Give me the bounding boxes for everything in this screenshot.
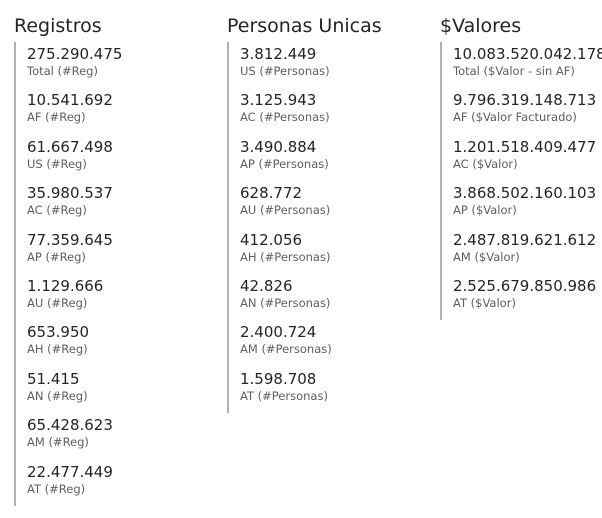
valores-card[interactable]: $Valores 10.083.520.042.178 Total ($Valor… bbox=[440, 14, 602, 321]
kpi-label: US (#Personas) bbox=[240, 64, 330, 78]
kpi-row: 3.868.502.160.103 AP ($Valor) bbox=[453, 181, 602, 227]
kpi-label: US (#Reg) bbox=[27, 156, 87, 171]
kpi-value: 628.772 bbox=[240, 184, 303, 203]
kpi-value: 3.490.884 bbox=[240, 137, 317, 156]
kpi-value: 10.541.692 bbox=[27, 91, 113, 110]
kpi-label: AN (#Reg) bbox=[27, 388, 88, 403]
personas-unicas-list: 3.812.449 US (#Personas) 3.125.943 AC (#Pe… bbox=[227, 42, 382, 414]
kpi-row: 51.415 AN (#Reg) bbox=[27, 367, 122, 413]
kpi-label: AF (#Reg) bbox=[27, 110, 86, 125]
kpi-label: AM (#Reg) bbox=[27, 435, 89, 450]
kpi-value: 1.598.708 bbox=[240, 369, 317, 388]
kpi-label: AP (#Personas) bbox=[240, 156, 329, 171]
kpi-row: 2.487.819.621.612 AM ($Valor) bbox=[453, 228, 602, 274]
kpi-row: 10.083.520.042.178 Total ($Valor - sin AF… bbox=[453, 42, 602, 88]
kpi-label: AT (#Personas) bbox=[240, 388, 328, 403]
kpi-label: AC (#Reg) bbox=[27, 203, 87, 218]
kpi-value: 2.400.724 bbox=[240, 323, 317, 342]
kpi-row: 3.125.943 AC (#Personas) bbox=[240, 88, 382, 134]
kpi-value: 3.868.502.160.103 bbox=[453, 184, 597, 203]
kpi-row: 3.812.449 US (#Personas) bbox=[240, 42, 382, 88]
kpi-value: 1.201.518.409.477 bbox=[453, 137, 597, 156]
kpi-row: 1.129.666 AU (#Reg) bbox=[27, 274, 122, 320]
kpi-value: 42.826 bbox=[240, 276, 293, 295]
kpi-row: 65.428.623 AM (#Reg) bbox=[27, 413, 122, 459]
kpi-row: 1.201.518.409.477 AC ($Valor) bbox=[453, 135, 602, 181]
kpi-row: 412.056 AH (#Personas) bbox=[240, 228, 382, 274]
kpi-row: 653.950 AH (#Reg) bbox=[27, 320, 122, 366]
kpi-row: 275.290.475 Total (#Reg) bbox=[27, 42, 122, 88]
registros-title: Registros bbox=[14, 15, 102, 37]
kpi-value: 2.525.679.850.986 bbox=[453, 276, 597, 295]
kpi-row: 42.826 AN (#Personas) bbox=[240, 274, 382, 320]
registros-list: 275.290.475 Total (#Reg) 10.541.692 AF (#R… bbox=[14, 42, 122, 506]
kpi-value: 275.290.475 bbox=[27, 45, 123, 63]
kpi-label: AT ($Valor) bbox=[453, 295, 516, 310]
kpi-label: AH (#Reg) bbox=[27, 342, 88, 357]
kpi-value: 77.359.645 bbox=[27, 230, 113, 249]
kpi-value: 3.125.943 bbox=[240, 91, 317, 110]
valores-title: $Valores bbox=[440, 15, 522, 37]
kpi-value: 2.487.819.621.612 bbox=[453, 230, 597, 249]
kpi-label: AF ($Valor Facturado) bbox=[453, 110, 577, 125]
kpi-value: 61.667.498 bbox=[27, 137, 113, 156]
kpi-row: 9.796.319.148.713 AF ($Valor Facturado) bbox=[453, 88, 602, 134]
kpi-row: 1.598.708 AT (#Personas) bbox=[240, 367, 382, 413]
kpi-value: 653.950 bbox=[27, 323, 90, 342]
kpi-label: AC (#Personas) bbox=[240, 110, 330, 125]
kpi-label: AT (#Reg) bbox=[27, 481, 86, 496]
kpi-row: 2.525.679.850.986 AT ($Valor) bbox=[453, 274, 602, 320]
kpi-label: AU (#Personas) bbox=[240, 203, 331, 218]
kpi-label: Total ($Valor - sin AF) bbox=[453, 64, 575, 78]
personas-unicas-title: Personas Unicas bbox=[227, 15, 382, 37]
kpi-value: 22.477.449 bbox=[27, 462, 113, 481]
kpi-row: 3.490.884 AP (#Personas) bbox=[240, 135, 382, 181]
kpi-value: 412.056 bbox=[240, 230, 303, 249]
kpi-label: AP (#Reg) bbox=[27, 249, 86, 264]
kpi-value: 3.812.449 bbox=[240, 45, 317, 63]
kpi-row: 10.541.692 AF (#Reg) bbox=[27, 88, 122, 134]
kpi-value: 10.083.520.042.178 bbox=[453, 45, 602, 63]
valores-list: 10.083.520.042.178 Total ($Valor - sin AF… bbox=[440, 42, 602, 321]
kpi-row: 628.772 AU (#Personas) bbox=[240, 181, 382, 227]
kpi-label: AH (#Personas) bbox=[240, 249, 331, 264]
kpi-label: AU (#Reg) bbox=[27, 295, 88, 310]
kpi-label: AM (#Personas) bbox=[240, 342, 332, 357]
kpi-label: AM ($Valor) bbox=[453, 249, 520, 264]
kpi-row: 22.477.449 AT (#Reg) bbox=[27, 460, 122, 506]
kpi-row: 61.667.498 US (#Reg) bbox=[27, 135, 122, 181]
kpi-label: AC ($Valor) bbox=[453, 156, 518, 171]
kpi-row: 35.980.537 AC (#Reg) bbox=[27, 181, 122, 227]
kpi-label: AN (#Personas) bbox=[240, 295, 331, 310]
kpi-label: AP ($Valor) bbox=[453, 203, 517, 218]
registros-card[interactable]: Registros 275.290.475 Total (#Reg) 10.541… bbox=[14, 14, 122, 506]
kpi-row: 77.359.645 AP (#Reg) bbox=[27, 228, 122, 274]
kpi-value: 51.415 bbox=[27, 369, 80, 388]
kpi-label: Total (#Reg) bbox=[27, 64, 98, 78]
personas-unicas-card[interactable]: Personas Unicas 3.812.449 US (#Personas) … bbox=[227, 14, 382, 414]
kpi-row: 2.400.724 AM (#Personas) bbox=[240, 320, 382, 366]
kpi-value: 65.428.623 bbox=[27, 416, 113, 435]
kpi-value: 9.796.319.148.713 bbox=[453, 91, 597, 110]
kpi-value: 35.980.537 bbox=[27, 184, 113, 203]
kpi-value: 1.129.666 bbox=[27, 276, 104, 295]
